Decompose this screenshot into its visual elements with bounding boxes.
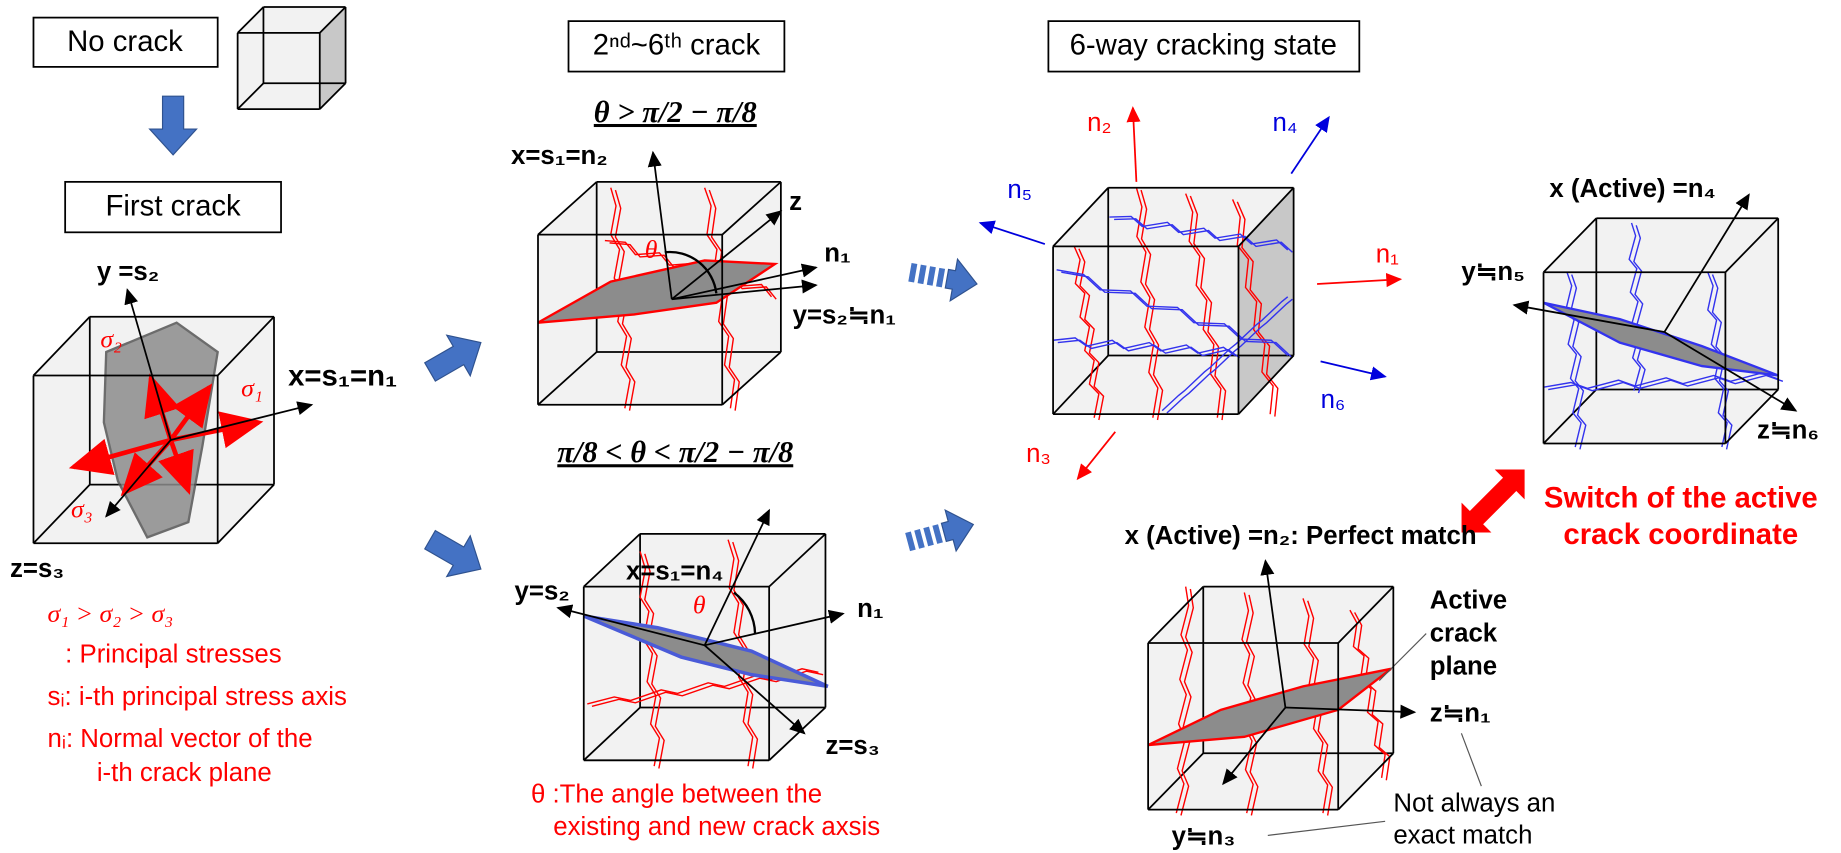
axis-label: y =s₂: [97, 258, 159, 286]
flow-arrow: [418, 322, 492, 392]
axis-label: z≒n₁: [1430, 699, 1491, 727]
condition: θ > π/2 − π/8: [594, 95, 757, 129]
annotation: Active: [1430, 587, 1507, 615]
label: First crack: [105, 189, 241, 222]
flow-arrow: [418, 519, 492, 589]
axis-label: z=s₃: [10, 555, 64, 583]
flow-arrow: [906, 251, 980, 304]
flow-arrow-dash: [914, 529, 925, 549]
flow-arrow-dash: [908, 263, 917, 283]
legend-text: : Principal stresses: [65, 641, 281, 669]
flow-arrow-body: [150, 96, 197, 155]
legend-text: nᵢ: Normal vector of the: [48, 725, 313, 753]
condition: π/8 < θ < π/2 − π/8: [557, 435, 793, 469]
flow-arrow-dash: [905, 531, 916, 551]
normal-label: n₄: [1272, 109, 1297, 137]
shapes: [33, 7, 1795, 835]
angle-label: θ: [645, 235, 658, 264]
normal-label: n₃: [1026, 440, 1051, 468]
leader-line: [1461, 733, 1481, 786]
axis-label: n₁: [857, 595, 883, 623]
flow-arrow-body: [943, 258, 980, 305]
stress-label: σ₁: [241, 374, 263, 403]
axis-label: z=s₃: [825, 732, 879, 760]
flow-arrow-dash: [927, 266, 936, 286]
note: θ :The angle between the: [531, 780, 822, 808]
stress-label: σ₃: [71, 494, 93, 523]
axis-label: x (Active) =n₂: Perfect match: [1125, 522, 1477, 550]
arrow: [1078, 432, 1116, 479]
axis-label: x=s₁=n₂: [511, 142, 608, 170]
axis-label: n₁: [824, 239, 850, 267]
label: 2ⁿᵈ~6ᵗʰ crack: [593, 29, 761, 62]
flow-arrow-dash: [932, 524, 943, 544]
arrow: [1317, 279, 1400, 284]
legend-text: sᵢ: i-th principal stress axis: [48, 683, 347, 711]
stress-label: σ₂: [100, 324, 122, 353]
legend-text: σ₁ > σ₂ > σ₃: [48, 599, 174, 628]
leader-line: [1268, 821, 1385, 835]
normal-label: n₅: [1007, 176, 1032, 204]
annotation: Not always an: [1393, 790, 1555, 818]
axis-label: y≒n₅: [1461, 258, 1525, 286]
axis-label: z≒n₆: [1757, 417, 1819, 445]
arrow: [980, 223, 1045, 244]
flow-arrow-body: [418, 519, 492, 589]
label: 6-way cracking state: [1070, 29, 1337, 62]
annotation: exact match: [1393, 821, 1532, 849]
diagram: No crack First crack y =s₂ x=s₁=n₁ z=s₃ …: [0, 0, 1841, 853]
note: existing and new crack axsis: [553, 813, 880, 841]
normal-label: n₆: [1321, 386, 1346, 414]
axis-label: x=s₁=n₁: [288, 360, 397, 393]
legend-text: i-th crack plane: [97, 759, 272, 787]
arrow: [1321, 361, 1386, 376]
flow-arrow-dash: [918, 265, 927, 285]
cube-face: [1053, 246, 1238, 414]
axis-label: z: [789, 188, 802, 216]
axis-label: x (Active) =n₄: [1549, 175, 1715, 203]
flow-arrow: [902, 504, 979, 562]
arrow: [1133, 108, 1137, 182]
normal-label: n₂: [1087, 109, 1111, 137]
label: No crack: [67, 25, 183, 58]
annotation: plane: [1430, 652, 1497, 680]
axis-label: x=s₁=n₄: [626, 557, 724, 585]
flow-arrow-dash: [923, 527, 934, 547]
flow-arrow-body: [938, 504, 978, 553]
axis-label: y≒n₃: [1172, 823, 1236, 851]
flow-arrow-body: [418, 322, 492, 392]
switch-text: Switch of the active: [1544, 482, 1818, 515]
flow-arrow-dash: [936, 268, 945, 288]
annotation: crack: [1430, 620, 1498, 648]
switch-text: crack coordinate: [1563, 518, 1798, 551]
axis-label: y=s₂≒n₁: [793, 302, 896, 330]
flow-arrow: [150, 96, 197, 155]
angle-label: θ: [693, 591, 706, 620]
axis-label: y=s₂: [515, 577, 570, 605]
normal-label: n₁: [1376, 241, 1399, 269]
